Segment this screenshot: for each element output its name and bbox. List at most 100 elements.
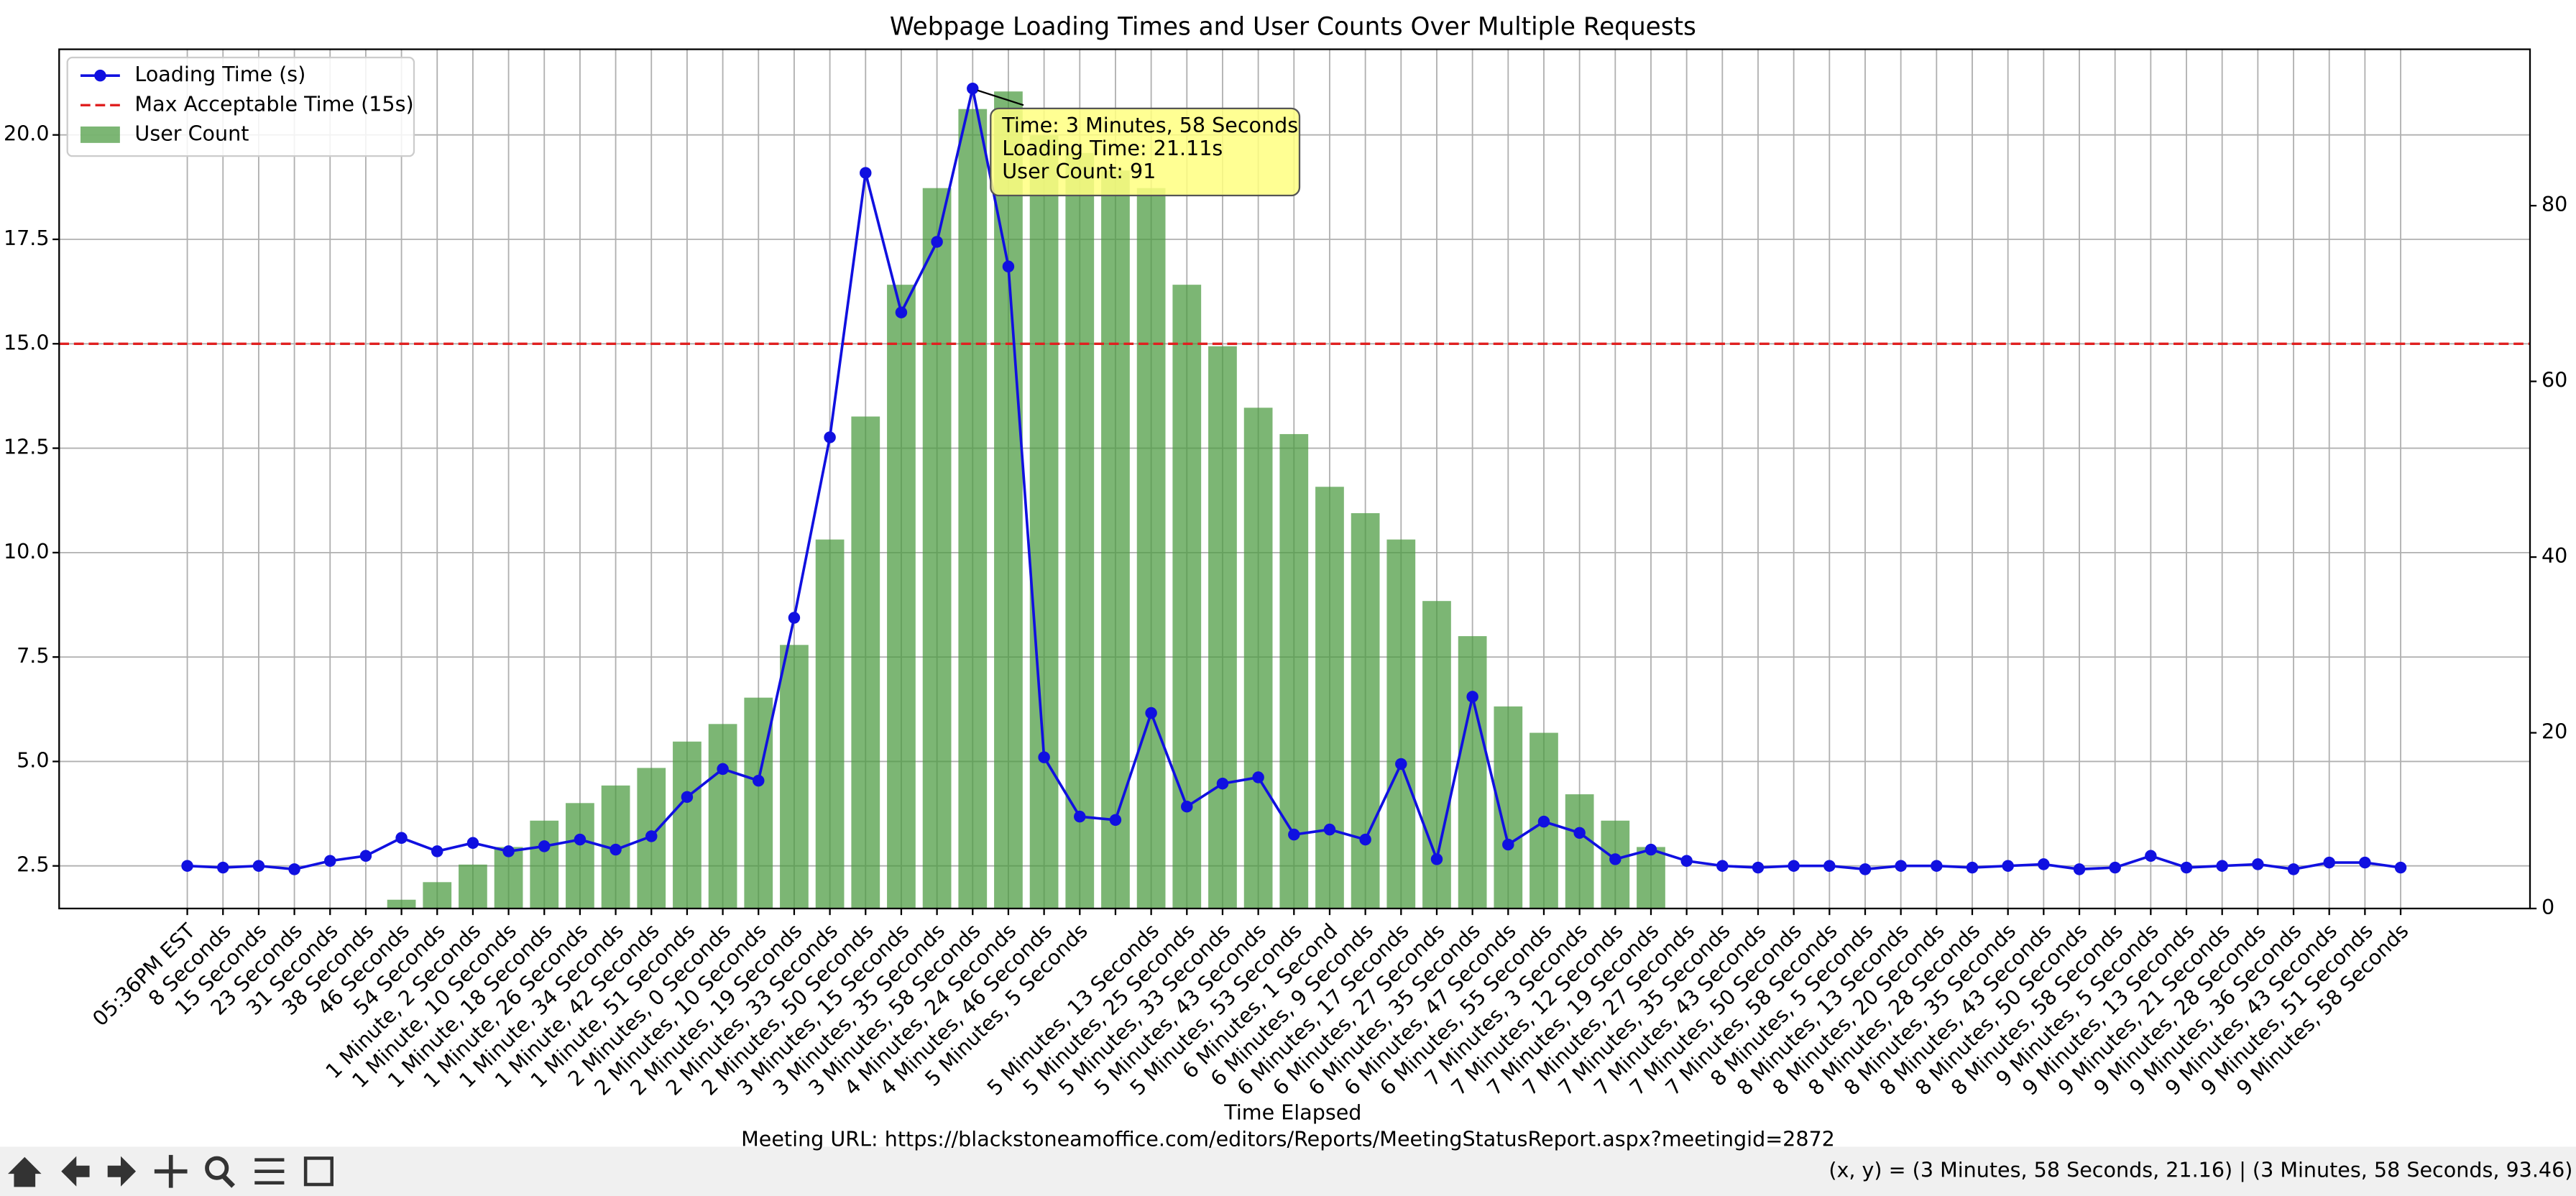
home-button[interactable] [7,1156,42,1187]
line-marker [753,774,765,787]
line-marker [252,860,265,872]
legend-label: Max Acceptable Time (15s) [134,91,413,116]
line-marker [1252,771,1264,783]
line-marker [1680,855,1693,867]
line-marker [574,833,586,846]
y-tick-label: 17.5 [4,226,50,250]
y-tick-label: 5.0 [17,748,49,772]
line-marker [967,82,979,95]
forward-button[interactable] [107,1156,137,1187]
bar [780,645,809,908]
line-marker [1859,863,1872,875]
line-marker [1323,823,1336,836]
legend-label: Loading Time (s) [134,62,305,86]
status-text: (x, y) = (3 Minutes, 58 Seconds, 21.16) … [1828,1158,2572,1182]
caption: Meeting URL: https://blackstoneamoffice.… [741,1126,1835,1151]
back-button[interactable] [61,1156,90,1187]
y2-tick-label: 40 [2542,543,2567,568]
bar [815,539,845,908]
bar [1208,346,1237,909]
line-marker [824,431,836,443]
y2-tick-label: 20 [2542,719,2567,744]
save-button[interactable] [303,1156,334,1187]
bar [1315,487,1344,908]
bar [1136,188,1166,908]
x-axis-label: Time Elapsed [1223,1100,1361,1125]
line-marker [1966,861,1979,874]
bar [566,803,594,908]
line-marker [717,763,729,776]
line-marker [1181,800,1193,813]
pan-button[interactable] [154,1154,188,1188]
legend-marker [94,69,106,82]
line-marker [1395,758,1407,770]
line-marker [895,306,908,318]
bar [530,820,559,908]
bar [958,109,988,908]
line-marker [2287,863,2300,875]
line-marker [2323,856,2335,869]
line-marker [2394,861,2407,874]
bar [1029,135,1059,908]
line-marker [288,863,300,875]
line-marker [860,167,872,179]
bar [1351,512,1380,908]
line-marker [2180,861,2193,874]
y-tick-label: 2.5 [17,852,49,877]
y2-tick-label: 60 [2542,368,2567,392]
annotation-text: Time: 3 Minutes, 58 Seconds [1001,113,1298,137]
bar [673,741,702,908]
line-marker [1502,838,1514,851]
bar [1101,170,1130,908]
line-marker [1288,828,1300,841]
line-marker [2359,856,2371,869]
bar [1458,636,1487,908]
bar [1637,847,1665,908]
line-marker [1038,751,1050,763]
bar [851,416,880,908]
line-marker [681,791,694,804]
bar [1565,794,1594,908]
line-marker [1895,860,1907,872]
y-tick-label: 15.0 [4,330,50,354]
y2-tick-label: 80 [2542,192,2567,216]
line-marker [2216,860,2228,872]
line-marker [931,236,943,248]
line-marker [431,845,443,857]
toolbar-icons [7,1154,334,1188]
line-marker [1074,810,1086,823]
line-marker [502,845,515,857]
y-tick-label: 7.5 [17,643,49,668]
bar [887,285,916,908]
line-marker [2073,863,2086,875]
line-marker [324,855,336,867]
annotation-box [990,107,1301,197]
line-marker [217,861,229,874]
legend-frame [66,56,415,157]
zoom-button[interactable] [205,1156,235,1188]
bar [708,724,737,908]
line-marker [2145,850,2157,862]
line-marker [645,830,658,842]
y-tick-label: 20.0 [4,121,50,146]
bar [459,864,487,908]
annotation-text: Loading Time: 21.11s [1002,136,1223,160]
line-marker [466,837,479,849]
line-marker [1823,860,1836,872]
line-marker [1359,833,1371,846]
line-marker [788,612,801,624]
bar [1386,539,1416,908]
legend: Loading Time (s) Max Acceptable Time (15s… [66,56,415,157]
line-marker [1609,853,1622,865]
line-marker [538,840,551,852]
bar [994,91,1023,908]
bar [423,882,452,908]
bar [494,847,523,908]
configure-button[interactable] [254,1158,285,1184]
y-tick-label: 12.5 [4,435,50,459]
line-marker [181,860,193,872]
line-marker [1788,860,1800,872]
